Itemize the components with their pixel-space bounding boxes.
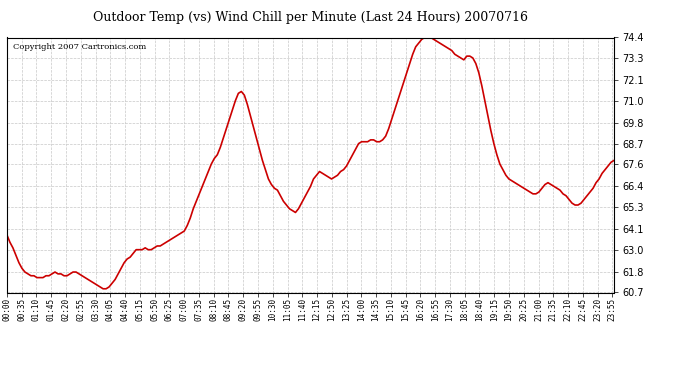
- Text: Copyright 2007 Cartronics.com: Copyright 2007 Cartronics.com: [13, 43, 146, 51]
- Text: Outdoor Temp (vs) Wind Chill per Minute (Last 24 Hours) 20070716: Outdoor Temp (vs) Wind Chill per Minute …: [93, 11, 528, 24]
